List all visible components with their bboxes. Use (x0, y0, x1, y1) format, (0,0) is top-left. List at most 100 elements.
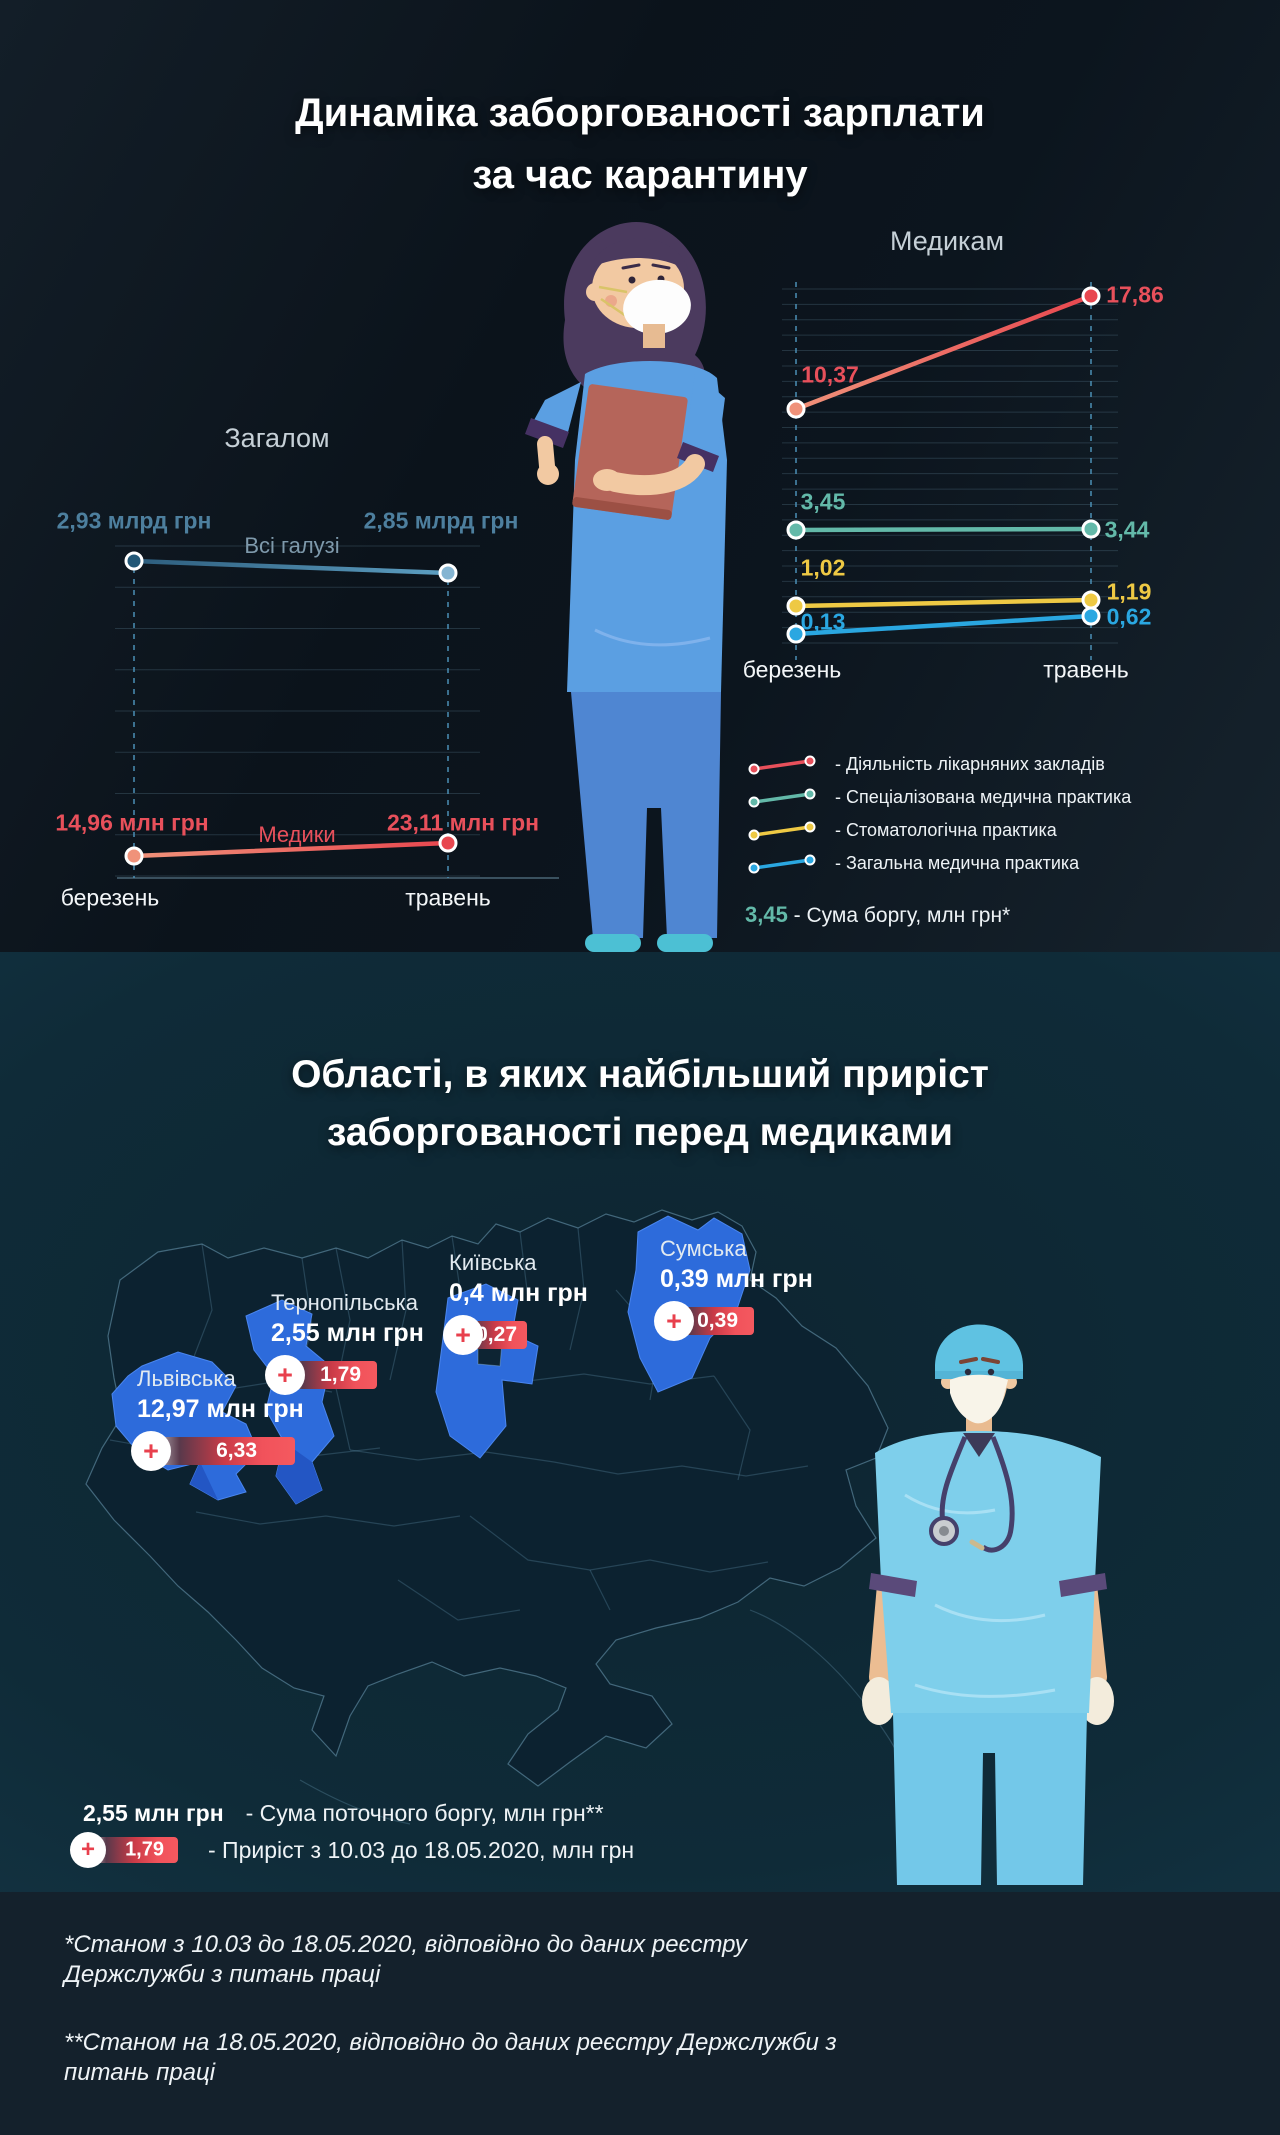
medics-plot (782, 282, 1118, 660)
doctor-mask (950, 1374, 1008, 1424)
nurse-illustration (525, 222, 727, 952)
nurse-left-hand (537, 463, 559, 485)
plus-icon: + (265, 1355, 305, 1395)
nurse-eye-left (628, 276, 636, 284)
chart-overall: 2,93 млрд грн 2,85 млрд грн Всі галузі 14,9… (55, 498, 575, 928)
legend-item-1: - Спеціалізована медична практика (745, 781, 1185, 814)
page-title: Динаміка заборгованості зарплати за час … (0, 82, 1280, 206)
legend-note-value: 3,45 (745, 902, 788, 927)
badge-value: 1,79 (320, 1363, 361, 1386)
doctor-illustration (862, 1324, 1114, 1885)
legend-line-sample (748, 854, 816, 873)
nurse-left-forearm (537, 436, 555, 474)
doctor-left-glove (862, 1677, 896, 1725)
section2-title-line2: заборгованості перед медиками (327, 1111, 953, 1154)
region-name: Київська (449, 1250, 537, 1275)
value-label: 0,13 (800, 608, 846, 635)
doctor-fold3 (914, 1683, 1056, 1698)
doctor-left-cuff (869, 1573, 917, 1597)
legend-label: - Діяльність лікарняних закладів (835, 754, 1105, 774)
doctor-eye-left (964, 1368, 972, 1376)
legend-line-sample (748, 755, 816, 774)
legend-label: - Спеціалізована медична практика (835, 787, 1132, 807)
nurse-brow-left (621, 263, 641, 270)
doctor-brow-left (959, 1357, 978, 1364)
map-legend-debt-sample: 2,55 млн грн (83, 1800, 224, 1826)
x-axis-label: березень (60, 884, 160, 911)
plus-icon: + (443, 1315, 483, 1355)
footnote-2: **Станом на 18.05.2020, відповідно до да… (64, 2029, 837, 2086)
doctor-brow-right (981, 1357, 1000, 1364)
map-legend-increase-row: + 1,79 - Приріст з 10.03 до 18.05.2020, … (70, 1832, 635, 1868)
footer: *Станом з 10.03 до 18.05.2020, відповідн… (0, 1892, 1280, 2135)
chart-medics: 10,37 17,86 3,45 3,44 1,02 1,19 0,13 0,62 березе… (735, 268, 1195, 698)
nurse-mask (623, 279, 691, 335)
plus-icon: + (654, 1301, 694, 1341)
value-label: 14,96 млн грн (55, 809, 209, 836)
series-name-label: Медики (258, 822, 336, 847)
nurse-pants (571, 692, 721, 938)
region-debt: 2,55 млн грн (271, 1319, 424, 1347)
nurse-scrub-fold2 (594, 628, 711, 647)
region-label-2: Київська 0,4 млн грн +0,27 (443, 1250, 588, 1355)
nurse-shoe-left (585, 934, 641, 952)
value-label: 10,37 (801, 361, 859, 388)
increase-badge-sample: + 1,79 (70, 1832, 178, 1868)
region-name: Тернопільська (271, 1290, 418, 1315)
overall-plot (115, 545, 559, 879)
value-label: 1,19 (1106, 578, 1152, 605)
x-axis-label: травень (405, 884, 491, 911)
stethoscope-tube-right (981, 1436, 1015, 1553)
nurse-ear (586, 283, 604, 301)
value-label: 3,45 (800, 488, 846, 515)
value-label: 2,93 млрд грн (56, 507, 212, 534)
legend-items: - Діяльність лікарняних закладів - Спеціа… (745, 748, 1185, 880)
series-name-label: Всі галузі (244, 533, 340, 558)
nurse-brow-right (651, 263, 671, 270)
value-label: 0,62 (1106, 603, 1152, 630)
value-label: 1,02 (800, 554, 846, 581)
legend-item-0: - Діяльність лікарняних закладів (745, 748, 1185, 781)
badge-value: 0,27 (476, 1323, 517, 1346)
region-debt: 12,97 млн грн (137, 1395, 304, 1423)
nurse-left-cuff (525, 418, 569, 448)
doctor-vneck (963, 1433, 995, 1457)
plus-icon: + (70, 1832, 106, 1868)
section-map: Області, в яких найбільший приріст забор… (0, 952, 1280, 1892)
nurse-hair-fringe (591, 238, 689, 272)
nurse-neck (643, 324, 665, 348)
nurse-shoe-right (657, 934, 713, 952)
badge-value: 1,79 (125, 1838, 164, 1861)
map-legend-increase-text: - Приріст з 10.03 до 18.05.2020, млн грн (208, 1836, 635, 1863)
nurse-folder (572, 384, 688, 520)
chart-medics-legend: - Діяльність лікарняних закладів - Спеціа… (745, 748, 1185, 928)
nurse-right-sleeve (685, 372, 725, 460)
region-label-1: Тернопільська 2,55 млн грн +1,79 (265, 1290, 424, 1395)
x-axis-label: березень (742, 656, 842, 683)
doctor-fold1 (904, 1493, 996, 1515)
value-label: 17,86 (1106, 281, 1164, 308)
nurse-right-forearm (605, 454, 705, 496)
legend-note: 3,45 - Сума боргу, млн грн* (745, 902, 1185, 928)
region-lvivska-shade (190, 1462, 218, 1500)
plus-icon: + (131, 1431, 171, 1471)
doctor-scrub-top (875, 1431, 1101, 1713)
stethoscope-chestpiece-center (939, 1526, 949, 1536)
page-title-line1: Динаміка заборгованості зарплати (295, 91, 985, 135)
region-name: Сумська (660, 1236, 747, 1261)
region-increase-badge: +0,27 (443, 1315, 527, 1355)
region-debt: 0,4 млн грн (449, 1279, 588, 1307)
x-axis-label: травень (1043, 656, 1129, 683)
nurse-mask-strap-top (598, 285, 628, 294)
badge-value: 0,39 (697, 1309, 738, 1332)
region-increase-badge: +1,79 (265, 1355, 377, 1395)
chart-overall-title: Загалом (224, 423, 330, 453)
value-label: 23,11 млн грн (386, 809, 540, 836)
map-legend-debt-row: 2,55 млн грн - Сума поточного боргу, млн… (83, 1800, 604, 1827)
doctor-eye-right (987, 1368, 995, 1376)
doctor-fold2 (934, 1603, 1046, 1623)
badge-bar (147, 1437, 295, 1465)
section2-title-line1: Області, в яких найбільший приріст (291, 1053, 989, 1096)
legend-item-2: - Стоматологічна практика (745, 814, 1185, 847)
